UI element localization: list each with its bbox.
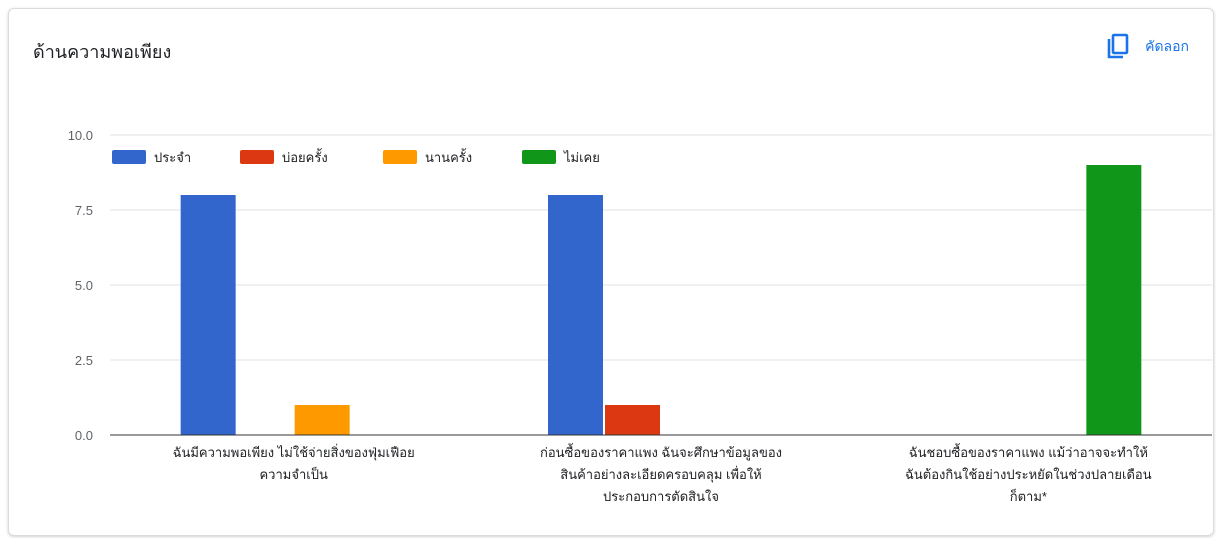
category-label: ประกอบการตัดสินใจ — [603, 489, 719, 504]
legend-label: ไม่เคย — [563, 150, 600, 165]
copy-label: คัดลอก — [1145, 38, 1189, 54]
bar[interactable] — [548, 195, 603, 435]
legend-swatch — [383, 150, 417, 164]
y-tick-label: 10.0 — [68, 128, 93, 143]
y-tick-label: 0.0 — [75, 428, 93, 443]
bar[interactable] — [294, 405, 350, 435]
legend-label: นานครั้ง — [425, 148, 472, 165]
category-label: ก็ตาม* — [1010, 487, 1047, 504]
legend-swatch — [522, 150, 556, 164]
category-label: ความจำเป็น — [259, 465, 327, 482]
bar[interactable] — [1086, 165, 1142, 435]
y-tick-label: 5.0 — [75, 278, 93, 293]
legend-label: บ่อยครั้ง — [282, 148, 328, 165]
category-label: ฉันมีความพอเพียง ไม่ใช้จ่ายสิ่งของฟุ่มเฟ… — [173, 444, 415, 461]
category-label: สินค้าอย่างละเอียดครอบคลุม เพื่อให้ — [560, 466, 762, 483]
legend-swatch — [240, 150, 274, 164]
y-tick-label: 7.5 — [75, 203, 93, 218]
copy-icon — [1107, 33, 1129, 59]
copy-button[interactable]: คัดลอก — [1105, 33, 1189, 61]
bar[interactable] — [180, 195, 236, 435]
chart-title: ด้านความพอเพียง — [33, 42, 172, 62]
legend-label: ประจำ — [154, 150, 191, 165]
legend-swatch — [112, 150, 146, 164]
y-tick-label: 2.5 — [75, 353, 93, 368]
category-label: ก่อนซื้อของราคาแพง ฉันจะศึกษาข้อมูลของ — [540, 443, 782, 461]
category-label: ฉันต้องกินใช้อย่างประหยัดในช่วงปลายเดือน — [905, 467, 1152, 482]
bar[interactable] — [605, 405, 660, 435]
category-label: ฉันชอบซื้อของราคาแพง แม้ว่าอาจจะทำให้ — [909, 443, 1148, 460]
